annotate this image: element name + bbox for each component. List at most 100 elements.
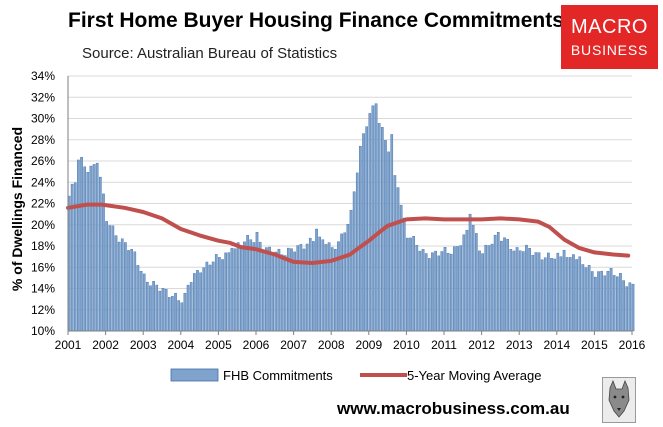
bar	[308, 237, 312, 332]
macrobusiness-logo: MACRO BUSINESS	[561, 5, 658, 69]
bar	[500, 240, 503, 332]
x-tick-label: 2008	[318, 338, 345, 352]
bar	[587, 265, 591, 332]
bar	[312, 241, 315, 332]
bar	[196, 270, 199, 332]
bar	[584, 267, 588, 332]
bar	[481, 253, 484, 332]
bar-series	[67, 103, 635, 332]
bar	[493, 234, 497, 332]
x-tick-label: 2001	[55, 338, 82, 352]
bar	[193, 273, 196, 332]
bar	[352, 191, 356, 332]
bar	[468, 213, 472, 332]
y-tick-label: 24%	[31, 175, 55, 189]
legend-label-average: 5-Year Moving Average	[407, 368, 541, 383]
bar	[399, 204, 403, 332]
bar	[343, 232, 347, 332]
bar	[534, 252, 538, 332]
bar	[537, 252, 541, 332]
bar	[146, 281, 149, 332]
bar	[230, 247, 234, 332]
bar	[130, 248, 133, 332]
x-tick-label: 2002	[92, 338, 119, 352]
bar	[102, 193, 105, 332]
bar	[465, 229, 469, 332]
bar	[224, 252, 227, 332]
bar	[315, 228, 318, 332]
legend-label-fhb: FHB Commitments	[223, 368, 333, 383]
bar	[496, 231, 500, 332]
bar	[471, 224, 475, 332]
bar	[365, 126, 368, 332]
bar	[174, 292, 177, 332]
axes	[67, 76, 633, 335]
bar	[606, 270, 610, 332]
y-tick-label: 34%	[31, 69, 55, 83]
bar	[240, 245, 243, 332]
bar	[453, 246, 456, 332]
bar	[296, 245, 300, 332]
x-tick-label: 2010	[393, 338, 420, 352]
bar	[161, 288, 165, 332]
bar	[578, 256, 582, 332]
bar	[562, 250, 566, 332]
bar	[512, 250, 516, 332]
y-tick-label: 12%	[31, 303, 55, 317]
bar	[268, 246, 271, 332]
bar	[462, 234, 466, 332]
y-axis-label: % of Dwellings Financed	[9, 127, 25, 291]
bar	[305, 243, 309, 332]
bar	[553, 258, 556, 332]
x-tick-label: 2015	[581, 338, 608, 352]
bar	[590, 271, 594, 332]
y-tick-label: 28%	[31, 133, 55, 147]
bar	[86, 172, 90, 332]
y-tick-label: 10%	[31, 324, 55, 338]
y-tick-label: 30%	[31, 112, 55, 126]
bar	[155, 284, 159, 332]
bar	[600, 270, 603, 332]
bar	[387, 151, 390, 332]
bar	[337, 241, 340, 332]
bar	[77, 159, 80, 332]
bar	[446, 253, 450, 332]
x-tick-label: 2013	[506, 338, 533, 352]
bar	[280, 254, 284, 332]
y-tick-label: 14%	[31, 282, 55, 296]
bar	[374, 103, 378, 332]
bar	[518, 250, 522, 332]
bar	[359, 145, 362, 332]
bar	[252, 242, 256, 332]
bar	[616, 276, 619, 332]
bar	[186, 284, 190, 332]
bar	[233, 248, 237, 332]
x-tick-label: 2005	[205, 338, 232, 352]
bar	[261, 249, 265, 332]
bar	[346, 224, 350, 332]
bar	[449, 253, 453, 332]
website-url: www.macrobusiness.com.au	[337, 399, 570, 418]
bar	[283, 255, 287, 332]
bar	[565, 257, 569, 332]
bar	[506, 238, 509, 332]
bar	[202, 267, 206, 332]
bar	[274, 251, 278, 332]
bar	[211, 261, 215, 332]
bar	[377, 123, 381, 332]
moving-average-line	[66, 202, 631, 265]
bar	[180, 302, 184, 332]
x-tick-label: 2014	[543, 338, 570, 352]
bar	[189, 282, 193, 332]
bar	[208, 264, 212, 332]
bar	[396, 187, 400, 332]
bar	[243, 241, 246, 332]
bar	[218, 257, 221, 332]
bar	[531, 255, 535, 332]
y-tick-label: 32%	[31, 90, 55, 104]
bar	[503, 237, 506, 332]
x-tick-label: 2003	[130, 338, 157, 352]
bar	[559, 256, 563, 332]
bar	[575, 259, 578, 332]
bar	[431, 252, 434, 332]
